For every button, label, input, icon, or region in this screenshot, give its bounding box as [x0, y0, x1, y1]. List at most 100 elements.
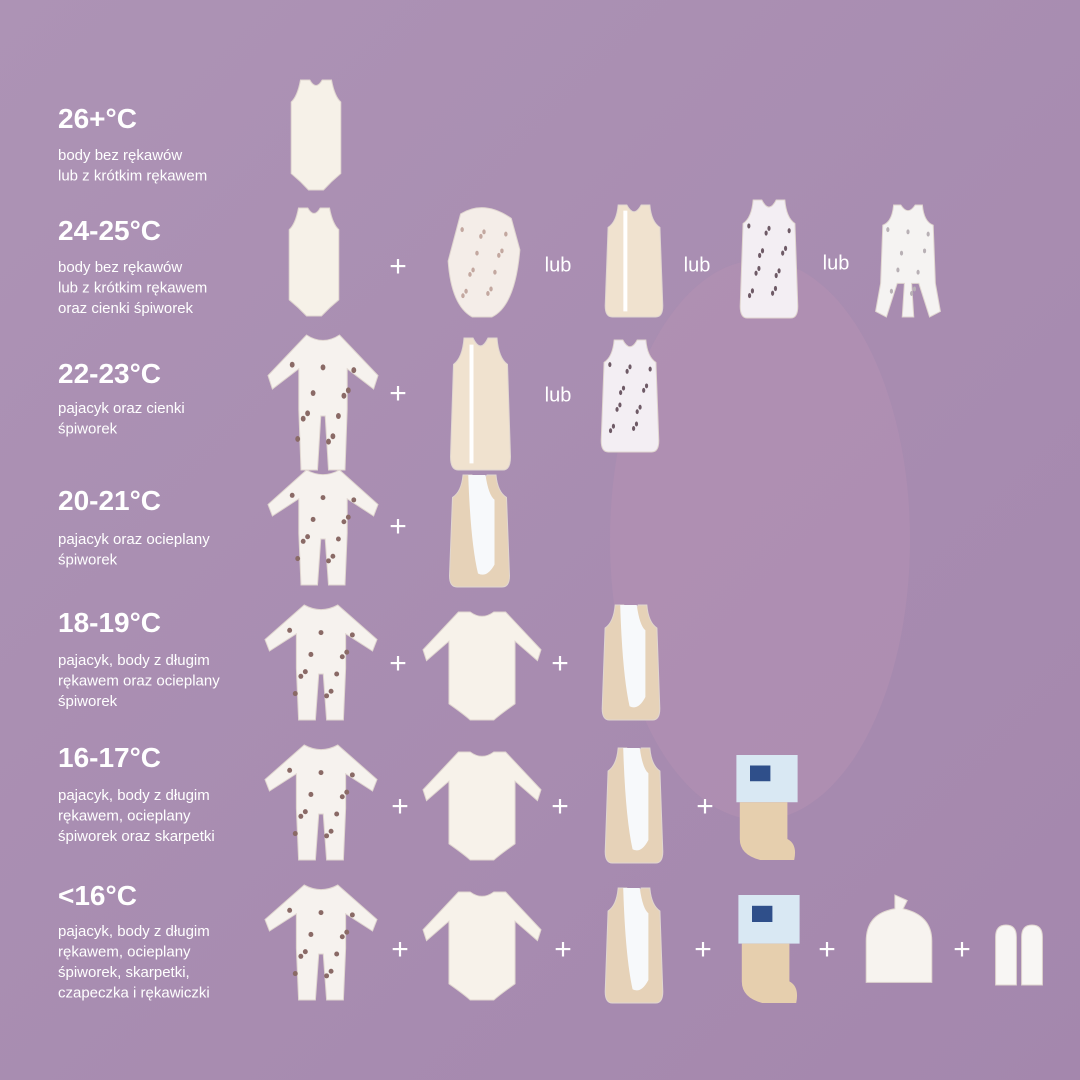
bodysuit [423, 892, 541, 1000]
pattern-dot [339, 654, 345, 660]
pattern-dot [292, 691, 298, 697]
sleeping-bag [601, 340, 659, 452]
connector: + [554, 933, 572, 966]
romper [265, 885, 377, 1000]
connector: + [696, 790, 714, 823]
pattern-dot [625, 368, 629, 374]
pattern-dot [777, 268, 781, 274]
description-line: rękawem, ocieplany [58, 808, 191, 825]
pattern-dot [310, 516, 316, 522]
connector: lub [823, 252, 850, 274]
pattern-dot [326, 438, 331, 445]
bodysuit [289, 208, 339, 316]
sleeping-bag [740, 200, 798, 318]
pattern-dot [298, 953, 304, 959]
garment-sackP [740, 200, 798, 318]
pattern-dot [760, 248, 765, 254]
pattern-dot [486, 291, 490, 296]
pattern-dot [464, 288, 468, 294]
pattern-dot [642, 387, 646, 393]
temperature: <16°C [58, 880, 137, 911]
temperature: 20-21°C [58, 485, 161, 516]
description-line: czapeczka i rękawiczki [58, 985, 210, 1002]
description-line: body bez rękawów [58, 147, 182, 164]
pattern-dot [747, 292, 752, 299]
romper [265, 605, 377, 720]
pattern-dot [330, 553, 336, 559]
pattern-dot [460, 227, 464, 233]
description-line: śpiworek, skarpetki, [58, 964, 190, 981]
garment-bodyS [289, 208, 339, 316]
pattern-dot [611, 423, 616, 429]
garment-paj [265, 745, 377, 860]
pattern-dot [334, 811, 340, 817]
warm-front [623, 748, 649, 851]
temperature: 26+°C [58, 103, 137, 134]
pattern-dot [896, 267, 900, 273]
pattern-dot [289, 492, 295, 498]
garment-mitt [996, 925, 1043, 985]
pattern-dot [773, 285, 778, 292]
sock [741, 943, 798, 1003]
pattern-dot [493, 269, 497, 275]
pattern-dot [328, 828, 334, 834]
background-figure [610, 260, 910, 820]
pattern-dot [504, 231, 508, 237]
bodysuit [423, 612, 541, 720]
pattern-dot [345, 514, 351, 520]
description-line: śpiworek [58, 552, 118, 569]
pattern-dot [298, 673, 304, 679]
pattern-dot [326, 558, 331, 564]
garment-paj [265, 605, 377, 720]
pattern-dot [351, 367, 357, 374]
pattern-dot [787, 228, 791, 234]
pattern-dot [774, 272, 778, 279]
pattern-dot [320, 364, 326, 371]
description-line: pajacyk oraz ocieplany [58, 531, 210, 548]
connector: + [389, 250, 407, 283]
sleeping-bag [605, 205, 663, 317]
pattern-dot [292, 971, 298, 977]
pattern-dot [461, 293, 465, 299]
garment-bodyL [423, 612, 541, 720]
connector: + [551, 647, 569, 680]
description-line: pajacyk, body z długim [58, 923, 210, 940]
pattern-dot [298, 813, 304, 819]
pattern-dot [334, 951, 340, 957]
pattern-dot [295, 435, 301, 442]
pattern-dot [783, 245, 788, 251]
description-line: pajacyk, body z długim [58, 652, 210, 669]
pattern-dot [330, 433, 336, 440]
pattern-dot [757, 265, 761, 272]
pattern-dot [608, 428, 613, 434]
pattern-dot [302, 669, 308, 675]
romper [265, 745, 377, 860]
pattern-dot [302, 809, 308, 815]
pattern-dot [619, 390, 623, 396]
pattern-dot [289, 361, 295, 368]
garment-paj [268, 335, 378, 470]
temperature: 16-17°C [58, 742, 161, 773]
connector: + [694, 933, 712, 966]
pattern-dot [781, 250, 785, 256]
pattern-dot [482, 229, 486, 235]
connector: + [389, 647, 407, 680]
pattern-dot [349, 912, 355, 918]
connector: + [551, 790, 569, 823]
pattern-dot [632, 426, 636, 431]
description-line: śpiworek [58, 421, 118, 438]
pattern-dot [638, 404, 642, 410]
connector: lub [684, 254, 711, 276]
pattern-dot [615, 406, 619, 412]
pattern-dot [922, 248, 927, 254]
pattern-dot [295, 556, 301, 562]
warm-front [620, 605, 646, 708]
pattern-dot [471, 267, 475, 273]
description-line: body bez rękawów [58, 259, 182, 276]
pattern-dot [318, 770, 324, 776]
pattern-dot [910, 291, 914, 296]
pattern-dot [886, 227, 890, 233]
description-line: śpiworek [58, 693, 118, 710]
pattern-dot [292, 831, 298, 837]
